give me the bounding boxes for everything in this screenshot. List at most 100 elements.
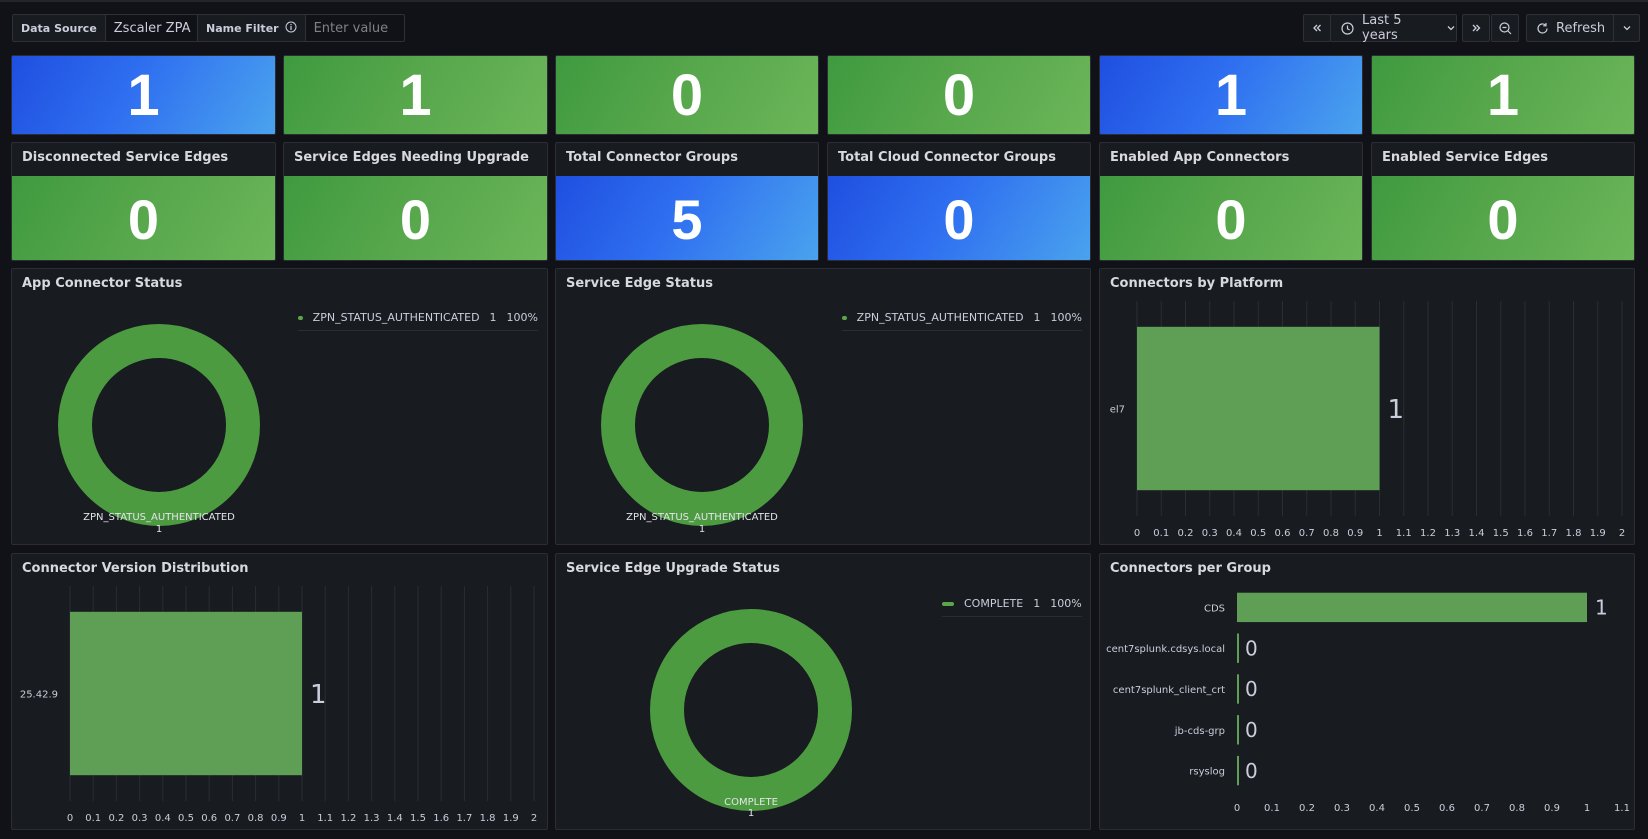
- x-tick-label: 1.2: [340, 813, 356, 824]
- stat-value: 0: [12, 176, 275, 260]
- x-tick-label: 0.1: [1264, 803, 1280, 814]
- panel-title: Enabled App Connectors: [1110, 150, 1290, 165]
- name-filter-variable: Name Filter Enter value: [197, 14, 405, 42]
- x-tick-label: 1.4: [387, 813, 403, 824]
- x-tick-label: 0.9: [1347, 528, 1363, 539]
- legend-swatch: [298, 315, 303, 320]
- x-tick-label: 0.2: [1178, 528, 1194, 539]
- dashboard-toolbar: Data Source Zscaler ZPA Name Filter Ente…: [0, 13, 1648, 43]
- legend-series-value: 1: [489, 311, 497, 324]
- donut-chart: [601, 324, 803, 526]
- category-label: cent7splunk.cdsys.local: [1106, 644, 1225, 655]
- data-source-variable: Data Source Zscaler ZPA: [12, 14, 218, 42]
- x-tick-label: 1.3: [364, 813, 380, 824]
- panel-title: Total Cloud Connector Groups: [838, 150, 1056, 165]
- bar-chart: 0 0.1 0.2 0.3 0.4 0.5 0.6 0.7 0.8 0.9 1 1.1 1.2 1.3 1.…: [1110, 301, 1625, 539]
- x-tick-label: 1: [1584, 803, 1590, 814]
- stat-panel-enabled-app-connectors[interactable]: Enabled App Connectors 0: [1099, 142, 1363, 261]
- refresh-button[interactable]: Refresh: [1526, 14, 1614, 42]
- stat-panel-top-2[interactable]: 1: [283, 55, 548, 135]
- panel-app-connector-status[interactable]: App Connector Status ZPN_STATUS_AUTHENTI…: [11, 268, 548, 545]
- refresh-interval-dropdown[interactable]: [1613, 14, 1640, 42]
- x-tick-label: 1.1: [317, 813, 333, 824]
- x-tick-label: 0.6: [201, 813, 217, 824]
- legend-series-name[interactable]: ZPN_STATUS_AUTHENTICATED: [312, 311, 480, 324]
- x-tick-label: 0.7: [1299, 528, 1315, 539]
- donut-slice[interactable]: [601, 324, 803, 526]
- data-source-label: Data Source: [13, 15, 106, 41]
- time-range-picker[interactable]: Last 5 years: [1330, 13, 1457, 43]
- info-icon[interactable]: [285, 21, 297, 36]
- x-tick-label: 1.8: [1566, 528, 1582, 539]
- stat-value: 0: [556, 56, 818, 134]
- name-filter-input[interactable]: Enter value: [313, 20, 389, 36]
- stat-panel-service-edges-needing-upgrade[interactable]: Service Edges Needing Upgrade 0: [283, 142, 548, 261]
- bar-value-label: 1: [310, 680, 327, 710]
- x-tick-label: 1.9: [1590, 528, 1606, 539]
- x-tick-label: 1.4: [1469, 528, 1485, 539]
- bar-value-label: 1: [1388, 395, 1405, 425]
- stat-panel-top-6[interactable]: 1: [1371, 55, 1635, 135]
- stat-panel-top-1[interactable]: 1: [11, 55, 276, 135]
- legend-series-name[interactable]: COMPLETE: [964, 597, 1024, 610]
- bar[interactable]: [1237, 592, 1587, 623]
- stat-panel-total-connector-groups[interactable]: Total Connector Groups 5: [555, 142, 819, 261]
- legend-series-percent: 100%: [1050, 311, 1082, 324]
- x-tick-label: 0.9: [271, 813, 287, 824]
- time-shift-back-button[interactable]: [1303, 14, 1331, 42]
- stat-panel-disconnected-service-edges[interactable]: Disconnected Service Edges 0: [11, 142, 276, 261]
- panel-title: App Connector Status: [22, 276, 183, 291]
- panel-connectors-per-group[interactable]: Connectors per Group 0 0.1 0.2 0.3 0.4 0.5 0.6…: [1099, 553, 1635, 830]
- legend-series-percent: 100%: [1050, 597, 1082, 610]
- stat-panel-top-5[interactable]: 1: [1099, 55, 1363, 135]
- panel-title: Disconnected Service Edges: [22, 150, 229, 165]
- zoom-out-button[interactable]: [1491, 14, 1519, 42]
- stat-value: 0: [828, 176, 1090, 260]
- bar[interactable]: [1137, 326, 1380, 491]
- stat-panel-total-cloud-connector-groups[interactable]: Total Cloud Connector Groups 0: [827, 142, 1091, 261]
- chart-legend: ZPN_STATUS_AUTHENTICATED 1 100%: [298, 311, 538, 331]
- stat-panel-enabled-service-edges[interactable]: Enabled Service Edges 0: [1371, 142, 1635, 261]
- x-tick-label: 0.3: [1202, 528, 1218, 539]
- panel-connector-version-distribution[interactable]: Connector Version Distribution 0 0.1 0.2 0.…: [11, 553, 548, 830]
- x-tick-label: 1.5: [410, 813, 426, 824]
- x-tick-label: 1.1: [1614, 803, 1630, 814]
- time-shift-forward-button[interactable]: [1462, 14, 1490, 42]
- x-tick-label: 1.6: [433, 813, 449, 824]
- donut-slice[interactable]: [650, 609, 852, 811]
- stat-value: 1: [1100, 56, 1362, 134]
- x-tick-label: 0.6: [1275, 528, 1291, 539]
- bar-value-label: 0: [1245, 718, 1258, 742]
- bar-chart: 0 0.1 0.2 0.3 0.4 0.5 0.6 0.7 0.8 0.9 1 1.1 1.2 1.3 1.…: [20, 586, 537, 824]
- donut-slice-value: 1: [698, 524, 706, 535]
- category-label: CDS: [1204, 603, 1225, 614]
- panel-service-edge-upgrade-status[interactable]: Service Edge Upgrade Status COMPLETE 1 1…: [555, 553, 1091, 830]
- stat-panel-top-4[interactable]: 0: [827, 55, 1091, 135]
- stat-value: 0: [284, 176, 547, 260]
- chevrons-right-icon: [1470, 22, 1482, 34]
- x-tick-label: 0.5: [1404, 803, 1420, 814]
- name-filter-label-wrap: Name Filter: [198, 15, 306, 41]
- x-tick-label: 1: [1376, 528, 1382, 539]
- refresh-icon: [1536, 22, 1549, 35]
- legend-swatch: [942, 601, 954, 606]
- x-tick-label: 1.1: [1396, 528, 1412, 539]
- x-tick-label: 1.2: [1420, 528, 1436, 539]
- donut-slice-label: ZPN_STATUS_AUTHENTICATED: [83, 512, 235, 523]
- panel-title: Enabled Service Edges: [1382, 150, 1548, 165]
- panel-connectors-by-platform[interactable]: Connectors by Platform 0 0.1 0.2 0.3 0.4 0.5 0…: [1099, 268, 1635, 545]
- x-tick-label: 0.5: [178, 813, 194, 824]
- bar-value-label: 0: [1245, 636, 1258, 660]
- name-filter-label: Name Filter: [206, 21, 279, 35]
- donut-slice[interactable]: [58, 324, 260, 526]
- x-tick-label: 1.6: [1517, 528, 1533, 539]
- refresh-label: Refresh: [1556, 20, 1606, 36]
- category-label: rsyslog: [1189, 767, 1225, 778]
- panel-service-edge-status[interactable]: Service Edge Status ZPN_STATUS_AUTHENTIC…: [555, 268, 1091, 545]
- stat-value: 1: [284, 56, 547, 134]
- bar[interactable]: [70, 611, 302, 776]
- legend-series-name[interactable]: ZPN_STATUS_AUTHENTICATED: [856, 311, 1024, 324]
- stat-value: 0: [828, 56, 1090, 134]
- stat-panel-top-3[interactable]: 0: [555, 55, 819, 135]
- x-tick-label: 0.1: [1153, 528, 1169, 539]
